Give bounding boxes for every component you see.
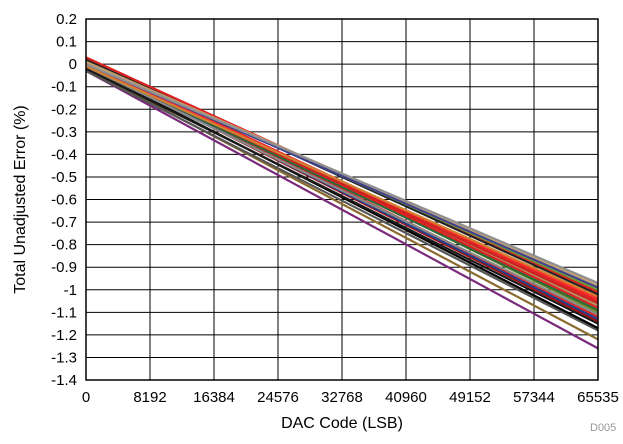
y-tick-label: -1.4 [51, 372, 77, 389]
y-tick-label: -0.6 [51, 192, 77, 209]
x-tick-label: 32768 [321, 389, 363, 406]
y-tick-label: 0.1 [56, 34, 77, 51]
x-tick-label: 40960 [385, 389, 427, 406]
y-axis-label: Total Unadjusted Error (%) [12, 105, 29, 294]
series-line-17 [85, 65, 599, 298]
y-tick-label: -0.5 [51, 169, 77, 186]
figure-id-watermark: D005 [590, 422, 616, 434]
plot-frame [85, 18, 599, 381]
series-line-5 [85, 67, 599, 325]
x-tick-label: 49152 [449, 389, 491, 406]
x-tick-label: 57344 [513, 389, 555, 406]
y-tick-label: -0.1 [51, 79, 77, 96]
y-tick-label: -0.2 [51, 101, 77, 118]
y-tick-label: -0.3 [51, 124, 77, 141]
x-axis-label: DAC Code (LSB) [281, 415, 403, 432]
y-tick-label: -1 [64, 282, 77, 299]
y-tick-label: -0.9 [51, 259, 77, 276]
y-tick-labels: 0.2 0.1 0 -0.1 -0.2 -0.3 -0.4 -0.5 -0.6 -0.7 -0.8 -… [51, 11, 77, 389]
series-line-9 [85, 65, 599, 316]
y-tick-label: -1.2 [51, 327, 77, 344]
y-tick-label: -0.4 [51, 146, 77, 163]
x-tick-label: 0 [82, 389, 90, 406]
x-tick-label: 24576 [257, 389, 299, 406]
x-tick-label: 8192 [133, 389, 166, 406]
series-line-23 [85, 63, 599, 285]
series-line-1 [85, 69, 599, 350]
x-tick-label: 16384 [193, 389, 235, 406]
y-tick-label: -0.7 [51, 214, 77, 231]
x-tick-labels: 0 8192 16384 24576 32768 40960 49152 57344 65535 [82, 389, 619, 406]
x-tick-label: 65535 [577, 389, 619, 406]
series-layer [85, 56, 599, 350]
y-tick-label: 0.2 [56, 11, 77, 28]
y-tick-label: -1.3 [51, 349, 77, 366]
y-tick-label: -1.1 [51, 304, 77, 321]
y-tick-label: -0.8 [51, 237, 77, 254]
y-tick-label: 0 [69, 56, 77, 73]
series-line-3 [85, 69, 599, 332]
